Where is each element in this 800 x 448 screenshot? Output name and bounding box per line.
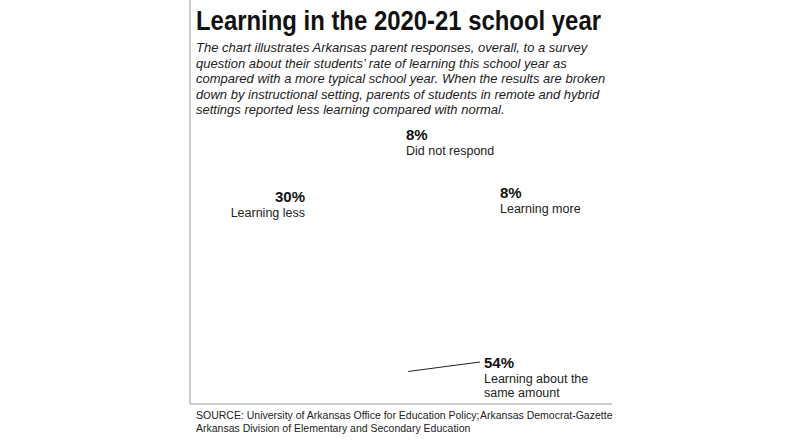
data-label: 30% [275,188,305,205]
source-line: SOURCE: University of Arkansas Office fo… [196,409,479,421]
category-label: Did not respond [406,144,494,158]
category-label-line: Learning more [500,202,581,216]
chart-subtitle: The chart illustrates Arkansas parent re… [196,40,605,117]
source-line: Arkansas Division of Elementary and Seco… [196,422,470,434]
data-label: 8% [500,184,522,201]
category-label: Learning more [500,202,581,216]
category-label: Learning about thesame amount [484,372,588,400]
data-labels: 8%Did not respond8%Learning more54%Learn… [231,126,589,400]
frame-left [190,0,191,404]
category-label: Learning less [231,206,305,220]
source: SOURCE: University of Arkansas Office fo… [196,409,479,434]
subtitle-line: compared with a more typical school year… [196,71,605,86]
category-label-line: Learning less [231,206,305,220]
leader-line [408,362,480,371]
chart-title: Learning in the 2020-21 school year [196,6,601,36]
category-label-line: same amount [484,386,560,400]
chart-root: Learning in the 2020-21 school year The c… [0,0,800,448]
subtitle-line: question about their students’ rate of l… [196,56,567,71]
data-label: 8% [406,126,428,143]
category-label-line: Learning about the [484,372,588,386]
subtitle-line: down by instructional setting, parents o… [196,87,600,102]
subtitle-line: settings reported less learning compared… [196,102,505,117]
frame-bottom [190,404,612,405]
subtitle-line: The chart illustrates Arkansas parent re… [196,40,589,55]
category-label-line: Did not respond [406,144,494,158]
credit: Arkansas Democrat-Gazette [480,409,613,421]
data-label: 54% [484,354,514,371]
